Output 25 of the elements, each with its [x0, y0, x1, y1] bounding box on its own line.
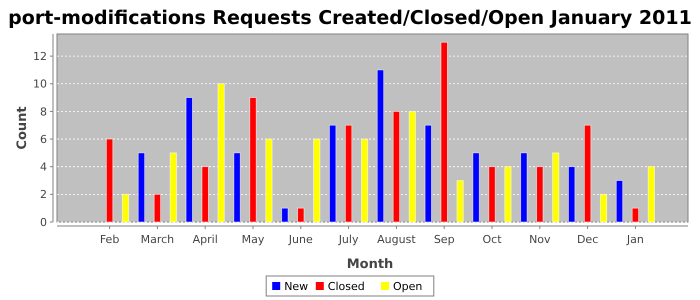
x-tick-label: August — [377, 233, 416, 246]
x-tick-label: May — [242, 233, 265, 246]
y-tick-label: 4 — [40, 160, 47, 174]
x-tick-label: Jan — [626, 233, 644, 246]
y-tick-label: 8 — [40, 105, 47, 118]
x-tick-label: Dec — [576, 233, 598, 246]
chart-title: port-modifications Requests Created/Closed/Open January 2011 — [8, 7, 692, 29]
y-tick-label: 10 — [33, 78, 47, 91]
legend-label: Closed — [328, 280, 365, 293]
legend-label: Open — [393, 280, 422, 293]
x-tick-label: Nov — [529, 233, 552, 246]
legend-label: New — [284, 280, 308, 293]
y-tick-label: 12 — [33, 50, 47, 63]
y-tick-label: 0 — [40, 216, 47, 229]
x-tick-label: April — [192, 233, 218, 246]
x-tick-label: July — [338, 233, 359, 246]
x-tick-label: Feb — [100, 233, 120, 246]
y-axis-title: Count — [15, 106, 30, 150]
x-tick-label: March — [140, 233, 174, 246]
x-tick-label: Sep — [434, 233, 455, 246]
x-tick-label: June — [288, 233, 313, 246]
y-tick-label: 2 — [40, 188, 47, 202]
x-axis-title: Month — [346, 257, 394, 272]
y-tick-label: 6 — [40, 132, 47, 146]
x-tick-label: Oct — [482, 233, 502, 246]
